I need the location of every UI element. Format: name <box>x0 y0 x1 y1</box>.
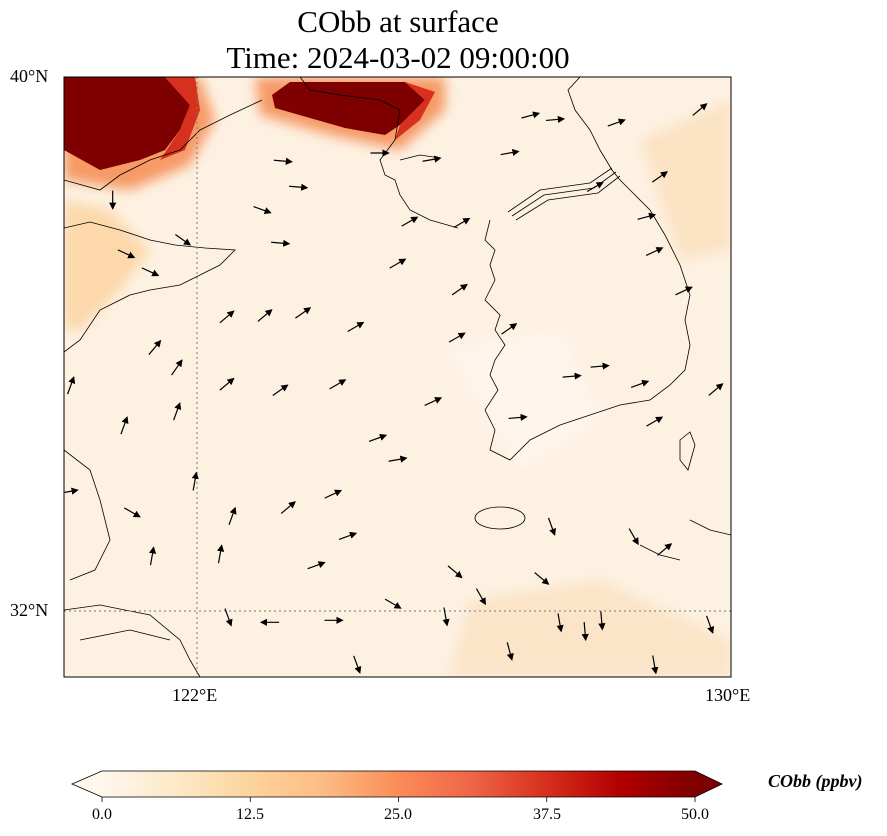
korea-coastline <box>484 77 691 461</box>
colorbar-tick-label: 37.5 <box>533 806 561 823</box>
wind-arrow <box>148 339 162 355</box>
wind-arrow <box>217 544 225 564</box>
wind-arrow <box>295 307 312 319</box>
map-area <box>64 77 731 677</box>
border <box>507 167 621 221</box>
colorbar-tick-label: 25.0 <box>384 806 412 823</box>
wind-arrow <box>453 217 471 229</box>
wind-arrow <box>307 561 326 570</box>
wind-arrow <box>271 239 291 247</box>
wind-arrow <box>353 655 362 674</box>
wind-arrow <box>645 247 664 257</box>
wind-arrow <box>67 376 76 395</box>
wind-arrow <box>706 615 715 634</box>
lat-tick-32n: 32°N <box>10 600 49 620</box>
wind-arrow <box>581 621 589 642</box>
wind-arrow <box>521 111 541 119</box>
wind-arrow <box>388 455 408 463</box>
colorbar-tick-label: 12.5 <box>236 806 264 823</box>
wind-arrow <box>675 286 693 296</box>
wind-arrow <box>562 372 582 380</box>
colorbar <box>70 770 723 798</box>
wind-arrow <box>646 416 664 427</box>
wind-arrow <box>338 531 358 540</box>
wind-arrow <box>607 118 626 127</box>
map-frame <box>63 76 732 678</box>
wind-arrow <box>289 183 309 191</box>
wind-arrow <box>475 588 486 606</box>
wind-arrow <box>545 115 566 123</box>
wind-arrow <box>547 517 556 536</box>
wind-arrow <box>424 397 443 407</box>
wind-arrow <box>501 323 518 335</box>
wind-arrow <box>590 362 610 370</box>
wind-arrow <box>637 212 657 220</box>
wind-arrow <box>556 613 564 633</box>
wind-arrow <box>272 384 289 396</box>
wind-arrow <box>347 321 365 333</box>
wind-arrow <box>534 572 550 585</box>
wind-arrow <box>451 283 468 296</box>
wind-arrow <box>173 402 182 421</box>
wind-arrow <box>500 148 520 157</box>
high-concentration-n <box>272 82 425 135</box>
lon-tick-130e: 130°E <box>705 685 751 705</box>
wind-arrow <box>257 309 273 322</box>
wind-arrow <box>651 171 668 183</box>
wind-arrow <box>508 413 528 421</box>
wind-arrow <box>692 103 708 116</box>
colorbar-label: CObb (ppbv) <box>768 771 863 791</box>
wind-arrow <box>401 216 419 227</box>
wind-arrow <box>324 489 343 499</box>
wind-arrow <box>228 506 237 525</box>
lon-tick-122e: 122°E <box>172 685 218 705</box>
wind-arrow <box>175 234 192 246</box>
gridlines <box>64 77 731 677</box>
wind-vectors <box>64 103 724 675</box>
wind-arrow <box>422 155 442 163</box>
wind-arrow <box>120 416 129 435</box>
wind-arrow <box>448 332 466 343</box>
wind-arrow <box>273 157 293 165</box>
wind-arrow <box>586 181 604 193</box>
wind-arrow <box>447 565 463 579</box>
wind-arrow <box>64 487 79 495</box>
colorbar-tick-label: 50.0 <box>681 806 709 823</box>
wind-arrow <box>191 471 199 491</box>
wind-arrow <box>651 655 659 675</box>
colorbar-tick-label: 0.0 <box>92 806 112 823</box>
wind-arrow <box>141 267 160 277</box>
wind-arrow <box>657 543 673 556</box>
wind-arrow <box>384 598 402 609</box>
concentration-background <box>64 77 731 677</box>
wind-arrow <box>368 433 388 442</box>
lat-tick-40n: 40°N <box>10 66 49 86</box>
wind-arrow <box>224 608 233 627</box>
wind-arrow <box>708 383 724 396</box>
wind-arrow <box>506 642 514 661</box>
coastlines <box>64 77 731 677</box>
high-concentration-nw <box>64 77 190 170</box>
wind-arrow <box>598 611 606 631</box>
wind-arrow <box>149 546 157 566</box>
wind-arrow <box>630 379 650 388</box>
wind-arrow <box>280 501 296 514</box>
wind-arrow <box>442 607 450 627</box>
wind-arrow <box>171 359 183 376</box>
wind-arrow <box>219 310 235 324</box>
jeju-island <box>474 506 526 530</box>
wind-arrow <box>123 507 141 518</box>
map-subtitle-time: Time: 2024-03-02 09:00:00 <box>226 40 570 75</box>
map-title: CObb at surface <box>297 4 499 39</box>
colorbar-ticks <box>101 797 696 802</box>
wind-arrow <box>329 379 347 390</box>
wind-arrow <box>117 249 136 259</box>
wind-arrow <box>219 377 235 391</box>
wind-arrow <box>628 528 639 546</box>
wind-arrow <box>389 258 407 269</box>
wind-arrow <box>253 206 272 215</box>
